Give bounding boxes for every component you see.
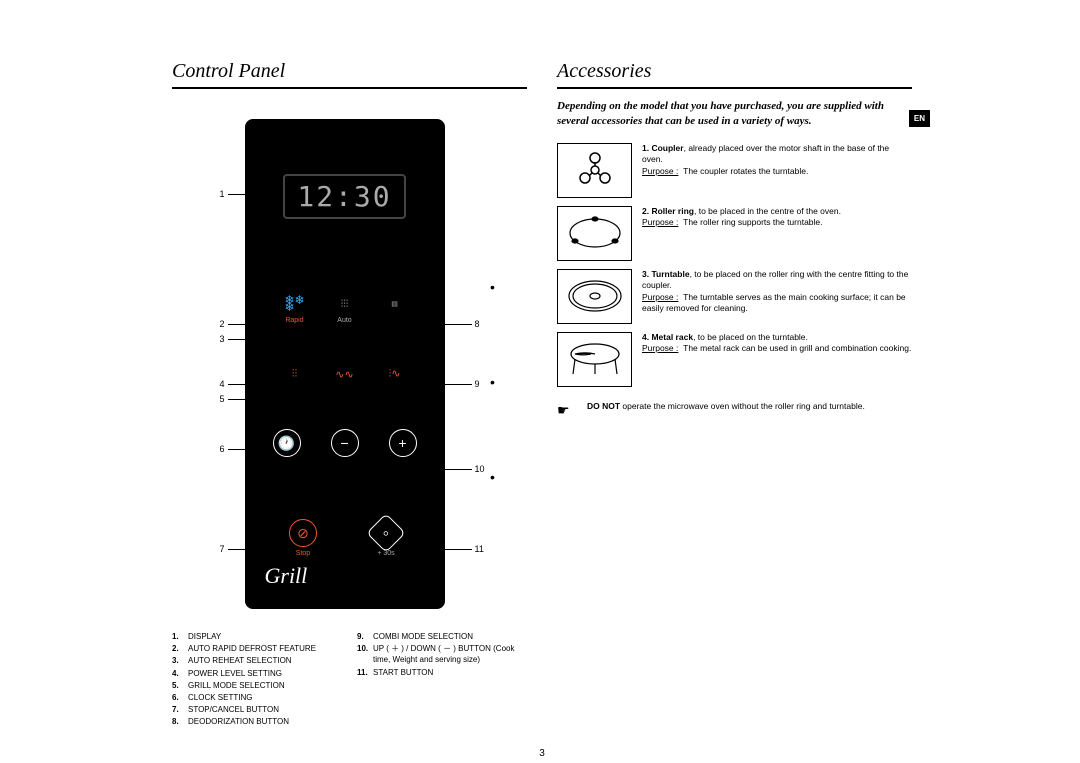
warning-note: ☛ DO NOT operate the microwave oven with… [557,401,912,420]
plus-icon: + [389,429,417,457]
control-panel-section: Control Panel 1 2 3 4 5 6 7 12:30 [172,60,527,729]
accessory-roller-ring: 2. Roller ring, to be placed in the cent… [557,206,912,261]
stop-icon: ⊘ [289,519,317,547]
stop-button[interactable]: ⊘ Stop [289,519,317,557]
fold-markers: ••• [490,240,495,525]
combi-icon: ⫶∿ [385,364,405,384]
section-heading: Control Panel [172,60,527,89]
brand-label: Grill [265,563,308,589]
snowflake-icon: ❄❄❄ [285,294,305,314]
power-icon: ⫶⫶ [285,364,305,384]
microwave-control-panel: 12:30 ❄❄❄ Rapid ⫶⫶⫶ Auto ▤ [245,119,445,609]
accessory-metal-rack: 4. Metal rack, to be placed on the turnt… [557,332,912,387]
combi-mode-button[interactable]: ⫶∿ [385,364,405,384]
rapid-defrost-button[interactable]: ❄❄❄ Rapid [285,294,305,324]
grill-mode-button[interactable]: ∿∿ [335,364,355,384]
accessory-turntable: 3. Turntable, to be placed on the roller… [557,269,912,324]
callouts-right: 8 9 10 11 [445,119,485,609]
grill-icon: ∿∿ [335,364,355,384]
clock-icon: 🕐 [273,429,301,457]
start-icon: ◦ [366,513,406,553]
section-heading: Accessories [557,60,912,89]
accessory-coupler: 1. Coupler, already placed over the moto… [557,143,912,198]
power-level-button[interactable]: ⫶⫶ [285,364,305,384]
deodor-icon: ▤ [385,294,405,314]
callouts-left: 1 2 3 4 5 6 7 [215,119,245,609]
legend: 1.DISPLAY 2.AUTO RAPID DEFROST FEATURE 3… [172,631,527,729]
coupler-icon [557,143,632,198]
down-button[interactable]: − [331,429,359,457]
language-tab: EN [909,110,930,127]
intro-text: Depending on the model that you have pur… [557,99,912,129]
clock-button[interactable]: 🕐 [273,429,301,457]
roller-ring-icon [557,206,632,261]
steam-icon: ⫶⫶⫶ [335,294,355,314]
display-time: 12:30 [297,180,391,213]
metal-rack-icon [557,332,632,387]
turntable-icon [557,269,632,324]
start-button[interactable]: ◦ + 30s [372,519,400,557]
display: 12:30 [245,174,445,219]
page-number: 3 [172,748,912,759]
pointing-hand-icon: ☛ [557,401,577,420]
deodorization-button[interactable]: ▤ [385,294,405,324]
accessories-section: Accessories Depending on the model that … [557,60,912,729]
minus-icon: − [331,429,359,457]
auto-reheat-button[interactable]: ⫶⫶⫶ Auto [335,294,355,324]
up-button[interactable]: + [389,429,417,457]
